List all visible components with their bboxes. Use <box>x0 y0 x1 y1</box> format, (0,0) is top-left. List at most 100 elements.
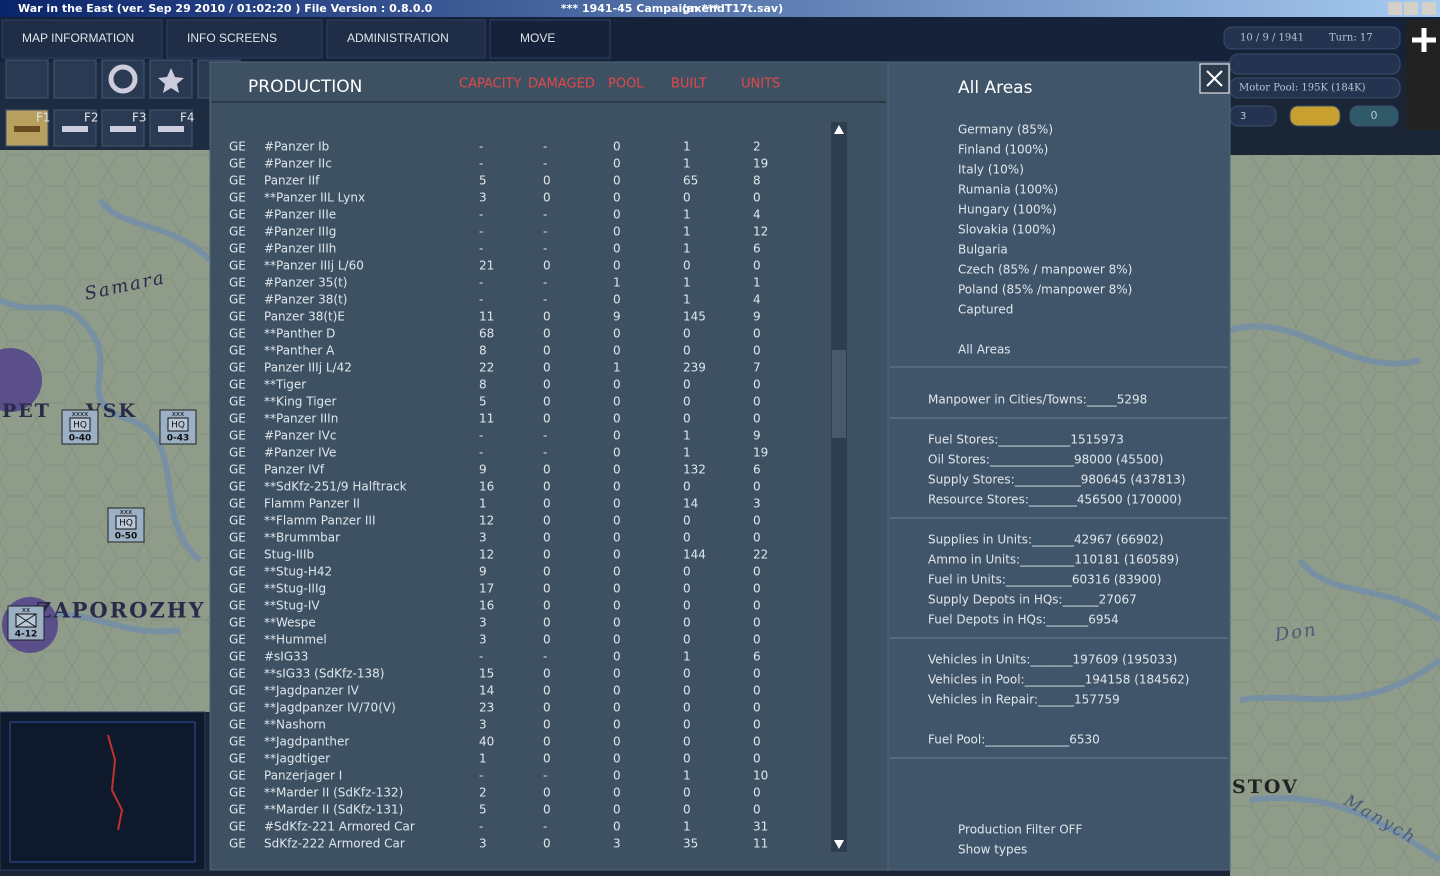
unit-name[interactable]: **Tiger <box>264 378 306 392</box>
counter-symbol <box>69 417 91 432</box>
close-button[interactable] <box>1199 63 1230 94</box>
cell: 17 <box>479 582 494 596</box>
cell: 3 <box>479 616 487 630</box>
unit-name[interactable]: Panzer IIIj L/42 <box>264 361 352 375</box>
cell: 12 <box>479 514 494 528</box>
cell: GE <box>229 514 246 528</box>
unit-name[interactable]: #Panzer 35(t) <box>264 276 347 290</box>
cell: 0 <box>543 531 551 545</box>
close-window-button[interactable] <box>1422 2 1436 15</box>
filter-link[interactable]: Production Filter OFF <box>958 823 1083 837</box>
function-icon <box>158 126 184 132</box>
cell: 0 <box>753 684 761 698</box>
unit-name[interactable]: SdKfz-222 Armored Car <box>264 837 405 851</box>
area-link[interactable]: Hungary (100%) <box>958 203 1057 217</box>
unit-name[interactable]: **Panther A <box>264 344 335 358</box>
function-key: F3 <box>132 111 147 125</box>
unit-name[interactable]: **Marder II (SdKfz-131) <box>264 803 403 817</box>
scrollbar[interactable] <box>831 122 847 852</box>
unit-name[interactable]: #Panzer 38(t) <box>264 293 347 307</box>
unit-name[interactable]: Flamm Panzer II <box>264 497 360 511</box>
unit-name[interactable]: **Panzer IIL Lynx <box>264 191 365 205</box>
unit-name[interactable]: **Brummbar <box>264 531 340 545</box>
menu-tab[interactable] <box>166 19 323 59</box>
area-link[interactable]: Germany (85%) <box>958 123 1053 137</box>
unit-name[interactable]: **King Tiger <box>264 395 337 409</box>
unit-name[interactable]: **Stug-IIIg <box>264 582 326 596</box>
tool-button[interactable] <box>53 59 97 99</box>
stat-line: Resource Stores:________456500 (170000) <box>928 493 1182 507</box>
cell: 0 <box>543 735 551 749</box>
unit-name[interactable]: #Panzer IIIe <box>264 208 336 222</box>
unit-name[interactable]: **Flamm Panzer III <box>264 514 376 528</box>
date: 10 / 9 / 1941 <box>1240 33 1304 44</box>
cell: 0 <box>753 327 761 341</box>
unit-name[interactable]: **Panzer IIIj L/60 <box>264 259 364 273</box>
cell: 10 <box>753 769 768 783</box>
unit-name[interactable]: Panzer 38(t)E <box>264 310 345 324</box>
unit-name[interactable]: #sIG33 <box>264 650 308 664</box>
unit-name[interactable]: **Stug-H42 <box>264 565 332 579</box>
title-bar <box>0 0 1440 17</box>
area-link[interactable]: Bulgaria <box>958 243 1008 257</box>
cell: 0 <box>683 786 691 800</box>
unit-name[interactable]: **Jagdpanzer IV/70(V) <box>264 701 396 715</box>
area-link[interactable]: Czech (85% / manpower 8%) <box>958 263 1132 277</box>
unit-name[interactable]: Panzerjager I <box>264 769 342 783</box>
area-link[interactable]: Poland (85% /manpower 8%) <box>958 283 1132 297</box>
area-link[interactable]: Slovakia (100%) <box>958 223 1056 237</box>
unit-name[interactable]: **SdKfz-251/9 Halftrack <box>264 480 407 494</box>
field-b-box[interactable] <box>1349 105 1399 127</box>
unit-name[interactable]: **Jagdtiger <box>264 752 330 766</box>
unit-name[interactable]: #Panzer IVc <box>264 429 337 443</box>
minimize-button[interactable] <box>1388 2 1402 15</box>
cell: 0 <box>613 786 621 800</box>
unit-name[interactable]: #Panzer IIIh <box>264 242 336 256</box>
unit-name[interactable]: #Panzer IVe <box>264 446 336 460</box>
unit-counter[interactable] <box>7 605 45 641</box>
unit-name[interactable]: **Nashorn <box>264 718 326 732</box>
cell: - <box>543 820 547 834</box>
maximize-button[interactable] <box>1404 2 1418 15</box>
cell: - <box>479 820 483 834</box>
unit-name[interactable]: #SdKfz-221 Armored Car <box>264 820 415 834</box>
cell: 0 <box>613 497 621 511</box>
unit-name[interactable]: **Wespe <box>264 616 316 630</box>
cell: 0 <box>613 191 621 205</box>
unit-name[interactable]: **Marder II (SdKfz-132) <box>264 786 403 800</box>
filter-link[interactable]: Show types <box>958 843 1027 857</box>
area-link[interactable]: Rumania (100%) <box>958 183 1058 197</box>
unit-name[interactable]: **Panther D <box>264 327 335 341</box>
unit-name[interactable]: **Jagdpanther <box>264 735 349 749</box>
unit-name[interactable]: #Panzer IIIg <box>264 225 336 239</box>
unit-name[interactable]: **Jagdpanzer IV <box>264 684 360 698</box>
unit-name[interactable]: **sIG33 (SdKfz-138) <box>264 667 384 681</box>
minimap[interactable] <box>0 711 206 871</box>
scroll-thumb[interactable] <box>832 350 846 438</box>
area-link[interactable]: Finland (100%) <box>958 143 1048 157</box>
unit-name[interactable]: Panzer IIf <box>264 174 320 188</box>
menu-tab[interactable] <box>1 19 163 59</box>
cell: GE <box>229 344 246 358</box>
menu-tab[interactable] <box>326 19 486 59</box>
unit-name[interactable]: Stug-IIIb <box>264 548 314 562</box>
weather-box[interactable] <box>1289 105 1341 127</box>
unit-name[interactable]: **Stug-IV <box>264 599 320 613</box>
area-link[interactable]: Italy (10%) <box>958 163 1024 177</box>
cell: 4 <box>753 293 761 307</box>
cell: 65 <box>683 174 698 188</box>
cell: 1 <box>683 225 691 239</box>
cell: 0 <box>753 412 761 426</box>
area-link[interactable]: Captured <box>958 303 1013 317</box>
menu-tab[interactable] <box>489 19 611 59</box>
unit-name[interactable]: #Panzer Ib <box>264 140 329 154</box>
unit-name[interactable]: **Hummel <box>264 633 327 647</box>
unit-name[interactable]: **Panzer IIIn <box>264 412 338 426</box>
cell: GE <box>229 395 246 409</box>
unit-name[interactable]: #Panzer IIc <box>264 157 332 171</box>
unit-name[interactable]: Panzer IVf <box>264 463 325 477</box>
tool-button[interactable] <box>5 59 49 99</box>
area-link[interactable]: All Areas <box>958 343 1011 357</box>
cell: 0 <box>683 667 691 681</box>
cell: - <box>479 208 483 222</box>
